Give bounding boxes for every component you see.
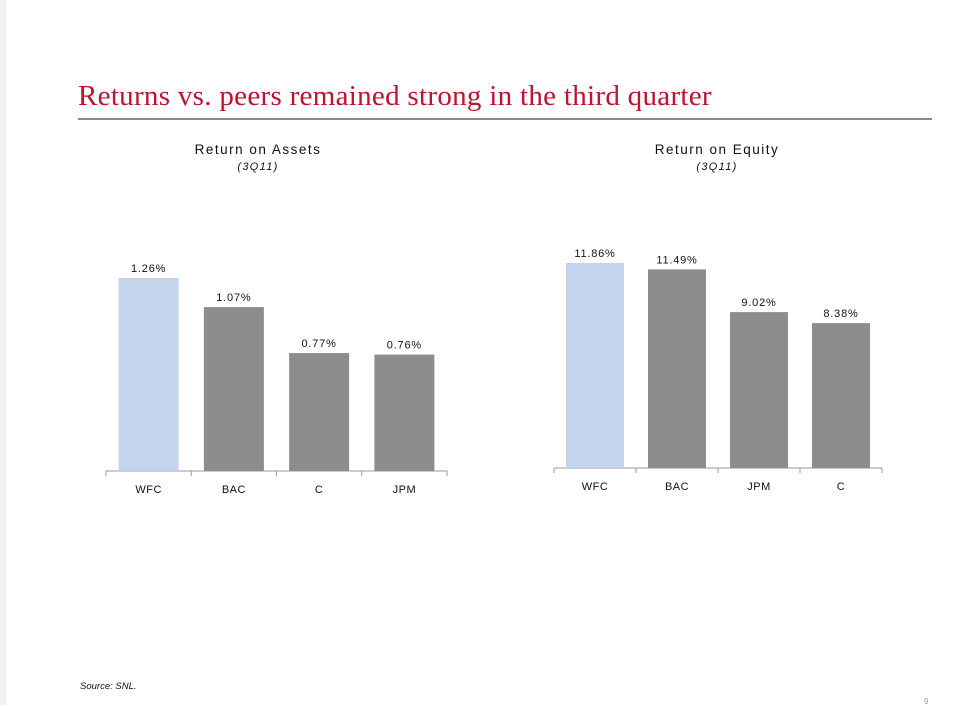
roa-data-label-bac: 1.07% (216, 292, 251, 304)
roa-data-label-c: 0.77% (302, 338, 337, 350)
roe-category-label-bac: BAC (665, 481, 689, 493)
roe-category-label-wfc: WFC (582, 481, 609, 493)
roa-data-label-wfc: 1.26% (131, 263, 166, 275)
roa-category-label-wfc: WFC (135, 484, 162, 496)
roe-data-label-wfc: 11.86% (574, 248, 615, 260)
roe-category-label-c: C (837, 481, 845, 493)
roe-chart-subtitle: (3Q11) (696, 161, 738, 173)
roa-bar-wfc (118, 278, 179, 471)
roe-data-label-c: 8.38% (823, 308, 858, 320)
roe-bar-c (812, 323, 870, 468)
roa-chart-title: Return on Assets (194, 142, 322, 157)
roa-chart-subtitle: (3Q11) (237, 161, 279, 173)
roe-bar-wfc (566, 263, 624, 468)
roe-bar-jpm (730, 312, 788, 468)
roa-category-label-bac: BAC (222, 484, 246, 496)
page-number: 9 (924, 697, 929, 706)
slide-margin (0, 0, 6, 705)
roe-bar-bac (648, 269, 706, 468)
roa-category-label-c: C (315, 484, 323, 496)
roa-bar-c (289, 353, 350, 471)
roa-data-label-jpm: 0.76% (387, 340, 422, 352)
roa-category-label-jpm: JPM (393, 484, 417, 496)
roe-chart-title: Return on Equity (654, 142, 780, 157)
title-divider (78, 118, 932, 120)
roa-bar-bac (203, 307, 264, 471)
roa-bar-jpm (374, 354, 435, 471)
slide-title: Returns vs. peers remained strong in the… (78, 80, 712, 112)
roe-data-label-jpm: 9.02% (741, 297, 776, 309)
roe-data-label-bac: 11.49% (656, 254, 697, 266)
source-note: Source: SNL. (80, 681, 137, 692)
roe-category-label-jpm: JPM (747, 481, 771, 493)
